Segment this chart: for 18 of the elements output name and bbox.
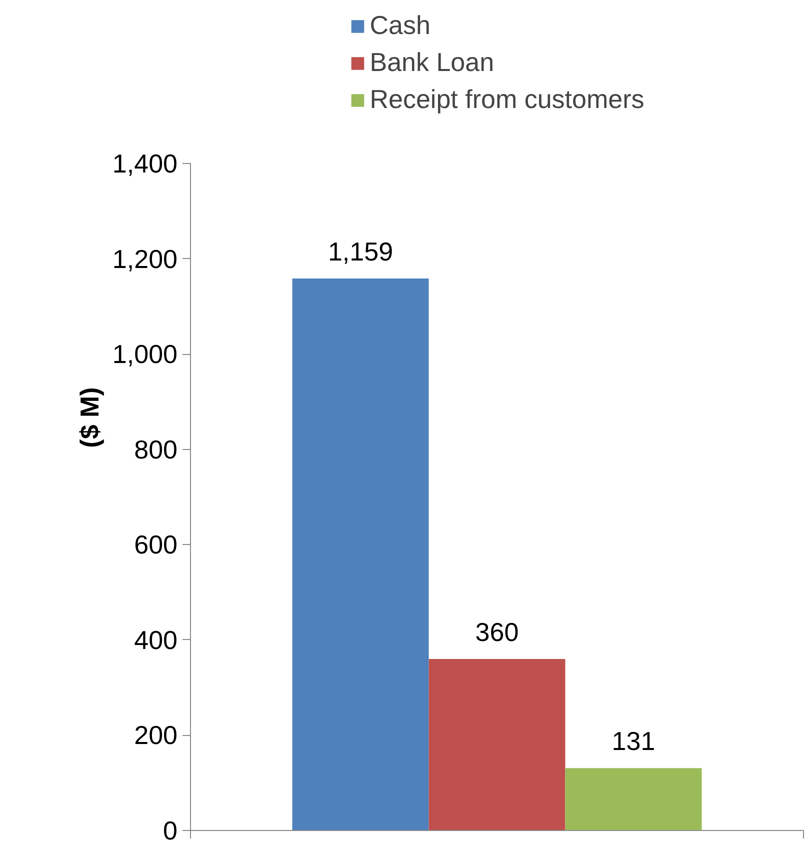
y-tick-label: 0: [163, 816, 178, 846]
bar: [565, 768, 702, 830]
y-axis-title: ($ M): [74, 387, 104, 448]
bar: [428, 659, 566, 830]
data-label: 131: [612, 726, 656, 756]
data-label: 1,159: [328, 236, 394, 267]
y-tick-label: 200: [134, 720, 178, 750]
y-tick-label: 1,200: [112, 244, 178, 274]
y-tick-label: 800: [134, 434, 178, 464]
legend-label: Cash: [370, 10, 430, 41]
y-tick-label: 1,400: [112, 148, 178, 179]
y-tick-label: 400: [134, 624, 178, 655]
y-tick-label: 600: [134, 530, 178, 560]
legend-label: Bank Loan: [370, 47, 494, 78]
data-label: 360: [475, 617, 519, 648]
y-tick-label: 1,000: [112, 339, 178, 370]
bar: [292, 278, 429, 830]
legend-label: Receipt from customers: [370, 84, 644, 115]
